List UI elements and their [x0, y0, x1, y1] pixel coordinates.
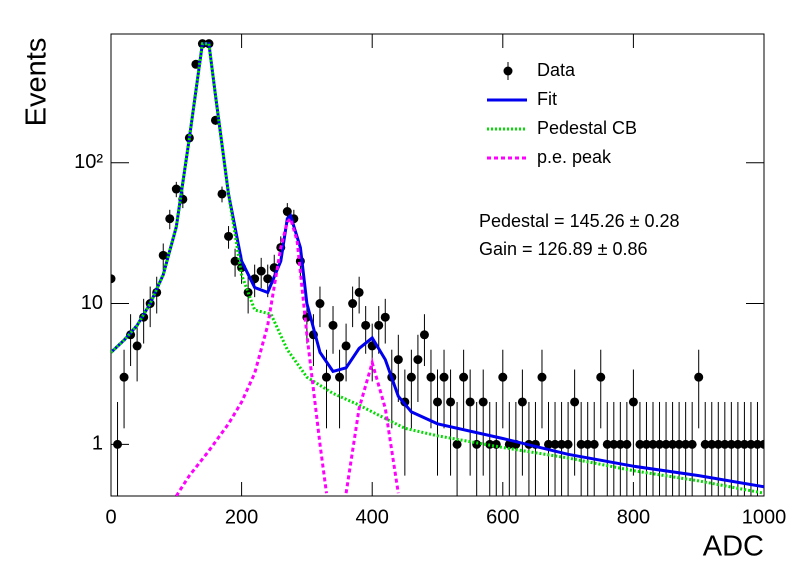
data-point — [707, 439, 717, 449]
data-point — [726, 439, 736, 449]
data-point — [452, 439, 462, 449]
data-point — [759, 439, 764, 449]
data-point — [589, 439, 599, 449]
data-point — [739, 439, 749, 449]
y-tick-label: 1 — [92, 433, 103, 455]
data-point — [263, 274, 273, 284]
data-point — [113, 439, 123, 449]
data-point — [746, 439, 756, 449]
data-point — [413, 355, 423, 365]
data-point — [537, 372, 547, 382]
data-point — [165, 214, 175, 224]
data-point — [622, 439, 632, 449]
data-point — [132, 341, 142, 351]
y-axis-label: Events — [21, 38, 53, 127]
fit-curve — [175, 215, 400, 496]
data-point — [517, 397, 527, 407]
data-point — [446, 397, 456, 407]
data-point — [668, 439, 678, 449]
data-point — [550, 439, 560, 449]
data-point — [641, 439, 651, 449]
data-point — [335, 372, 345, 382]
data-point — [655, 439, 665, 449]
plot-area — [111, 39, 764, 496]
data-point — [426, 372, 436, 382]
data-point — [544, 439, 554, 449]
data-point — [635, 439, 645, 449]
data-point — [615, 439, 625, 449]
data-point — [328, 320, 338, 330]
data-point — [380, 312, 390, 322]
data-point — [119, 372, 129, 382]
legend-marker — [503, 66, 513, 76]
legend-label: Data — [537, 60, 576, 80]
y-tick-label: 10 — [81, 292, 103, 314]
data-point — [315, 299, 325, 309]
data-point — [321, 372, 331, 382]
data-point — [478, 397, 488, 407]
data-point — [111, 274, 116, 284]
x-axis-label: ADC — [703, 531, 764, 563]
x-tick-label: 1000 — [742, 506, 787, 528]
data-point — [491, 439, 501, 449]
data-point — [282, 207, 292, 217]
data-point — [720, 439, 730, 449]
y-tick-label: 10² — [74, 151, 103, 173]
data-point — [687, 439, 697, 449]
data-point — [498, 372, 508, 382]
data-point — [171, 184, 181, 194]
data-point — [733, 439, 743, 449]
data-point — [433, 397, 442, 407]
x-tick-label: 0 — [105, 506, 116, 528]
data-point — [752, 439, 762, 449]
data-point — [700, 439, 710, 449]
fit-curve — [111, 42, 764, 489]
data-point — [472, 439, 482, 449]
data-point — [439, 372, 449, 382]
data-point — [563, 439, 573, 449]
data-point — [459, 372, 469, 382]
data-point — [465, 397, 475, 407]
data-point — [406, 372, 416, 382]
data-point — [341, 341, 351, 351]
data-point — [374, 320, 384, 330]
data-point — [609, 439, 619, 449]
legend-label: Pedestal CB — [537, 118, 637, 138]
data-point — [224, 231, 234, 241]
data-point — [230, 256, 240, 266]
data-point — [648, 439, 658, 449]
data-point — [361, 320, 371, 330]
data-point — [348, 299, 358, 309]
data-point — [681, 439, 691, 449]
legend-label: p.e. peak — [537, 147, 612, 167]
x-tick-label: 200 — [225, 506, 258, 528]
data-point — [217, 189, 227, 199]
data-point — [628, 397, 638, 407]
data-point — [158, 250, 168, 260]
data-point — [256, 266, 266, 276]
data-point — [661, 439, 671, 449]
legend-label: Fit — [537, 89, 557, 109]
data-point — [583, 439, 593, 449]
data-point — [713, 439, 723, 449]
annotation: Gain = 126.89 ± 0.86 — [479, 239, 648, 259]
data-point — [674, 439, 684, 449]
x-tick-label: 400 — [356, 506, 389, 528]
x-tick-label: 600 — [486, 506, 519, 528]
data-point — [570, 397, 580, 407]
data-point — [694, 372, 704, 382]
data-point — [576, 439, 586, 449]
data-point — [393, 355, 403, 365]
data-point — [557, 439, 567, 449]
data-point — [419, 330, 429, 340]
x-tick-label: 800 — [617, 506, 650, 528]
data-point — [602, 439, 612, 449]
data-point — [596, 372, 606, 382]
data-point — [354, 287, 364, 297]
annotation: Pedestal = 145.26 ± 0.28 — [479, 211, 680, 231]
